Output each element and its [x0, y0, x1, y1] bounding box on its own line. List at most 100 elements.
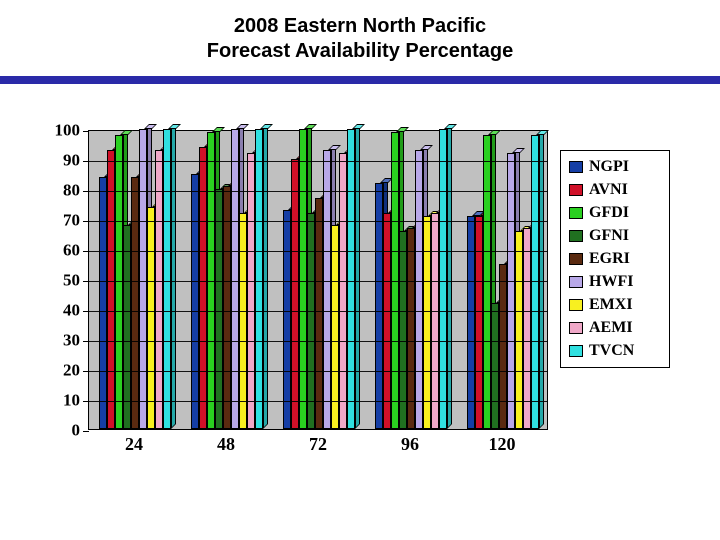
legend-item: EGRI: [569, 251, 661, 267]
bar: [247, 153, 255, 429]
y-tick-mark: [83, 191, 89, 192]
bar: [399, 231, 407, 429]
x-tick-label: 24: [125, 434, 143, 455]
bar-face: [247, 153, 255, 429]
x-tick-label: 96: [401, 434, 419, 455]
legend-label: GFNI: [589, 228, 629, 244]
bar: [423, 216, 431, 429]
bar-face: [255, 129, 263, 429]
bar: [407, 228, 415, 429]
bar-face: [423, 216, 431, 429]
bar-face: [223, 186, 231, 429]
bar: [383, 213, 391, 429]
bar-group: [191, 131, 263, 429]
bar: [515, 231, 523, 429]
bar-face: [239, 213, 247, 429]
bar: [223, 186, 231, 429]
bar-face: [307, 213, 315, 429]
bar-side: [171, 124, 176, 429]
bar-face: [491, 303, 499, 429]
gridline: [89, 311, 547, 312]
bar: [475, 216, 483, 429]
legend-label: AEMI: [589, 320, 633, 336]
bar: [99, 177, 107, 429]
y-tick-mark: [83, 401, 89, 402]
bar: [315, 198, 323, 429]
bar: [339, 153, 347, 429]
legend-item: GFNI: [569, 228, 661, 244]
bar: [499, 264, 507, 429]
y-tick-label: 70: [30, 212, 80, 229]
legend-label: EGRI: [589, 251, 630, 267]
bar-face: [531, 135, 539, 429]
bar-face: [283, 210, 291, 429]
bar-top: [120, 130, 133, 135]
x-tick-label: 48: [217, 434, 235, 455]
bar-face: [147, 207, 155, 429]
bar-side: [447, 124, 452, 429]
legend-label: AVNI: [589, 182, 628, 198]
bar-top: [212, 127, 225, 132]
y-tick-label: 40: [30, 302, 80, 319]
legend-swatch: [569, 253, 583, 265]
chart-title-line1: 2008 Eastern North Pacific: [0, 14, 720, 39]
bar: [163, 129, 171, 429]
bar-face: [231, 129, 239, 429]
legend-swatch: [569, 184, 583, 196]
bar-face: [191, 174, 199, 429]
y-tick-label: 20: [30, 362, 80, 379]
bar: [199, 147, 207, 429]
bar: [299, 129, 307, 429]
y-tick-mark: [83, 371, 89, 372]
page: { "title": { "line1": "2008 Eastern Nort…: [0, 0, 720, 540]
bar-side: [355, 124, 360, 429]
legend-swatch: [569, 299, 583, 311]
legend: NGPIAVNIGFDIGFNIEGRIHWFIEMXIAEMITVCN: [560, 150, 670, 368]
bar-groups: [89, 131, 547, 429]
gridline: [89, 221, 547, 222]
bar: [215, 189, 223, 429]
bar-top: [536, 130, 549, 135]
legend-swatch: [569, 207, 583, 219]
bar-face: [115, 135, 123, 429]
y-tick-mark: [83, 161, 89, 162]
y-tick-label: 90: [30, 152, 80, 169]
y-tick-label: 50: [30, 272, 80, 289]
bar-group: [375, 131, 447, 429]
x-axis-labels: 24487296120: [88, 434, 548, 464]
gridline: [89, 371, 547, 372]
bar-face: [499, 264, 507, 429]
bar-top: [488, 130, 501, 135]
y-tick-mark: [83, 131, 89, 132]
bar-face: [383, 213, 391, 429]
bar-face: [399, 231, 407, 429]
legend-label: HWFI: [589, 274, 633, 290]
legend-swatch: [569, 230, 583, 242]
bar-face: [347, 129, 355, 429]
bar-face: [475, 216, 483, 429]
gridline: [89, 251, 547, 252]
bar: [139, 129, 147, 429]
bar: [431, 213, 439, 429]
bar-top: [236, 124, 249, 129]
legend-item: GFDI: [569, 205, 661, 221]
bar-side: [539, 130, 544, 429]
x-tick-label: 120: [489, 434, 516, 455]
legend-item: EMXI: [569, 297, 661, 313]
legend-swatch: [569, 322, 583, 334]
y-tick-label: 100: [30, 122, 80, 139]
bar-side: [263, 124, 268, 429]
bar-top: [512, 148, 525, 153]
legend-swatch: [569, 276, 583, 288]
legend-item: NGPI: [569, 159, 661, 175]
gridline: [89, 401, 547, 402]
y-tick-label: 30: [30, 332, 80, 349]
bar-face: [431, 213, 439, 429]
bar-face: [215, 189, 223, 429]
bar: [291, 159, 299, 429]
bar: [491, 303, 499, 429]
bar-top: [304, 124, 317, 129]
y-tick-label: 60: [30, 242, 80, 259]
bar-top: [444, 124, 457, 129]
bar-face: [407, 228, 415, 429]
